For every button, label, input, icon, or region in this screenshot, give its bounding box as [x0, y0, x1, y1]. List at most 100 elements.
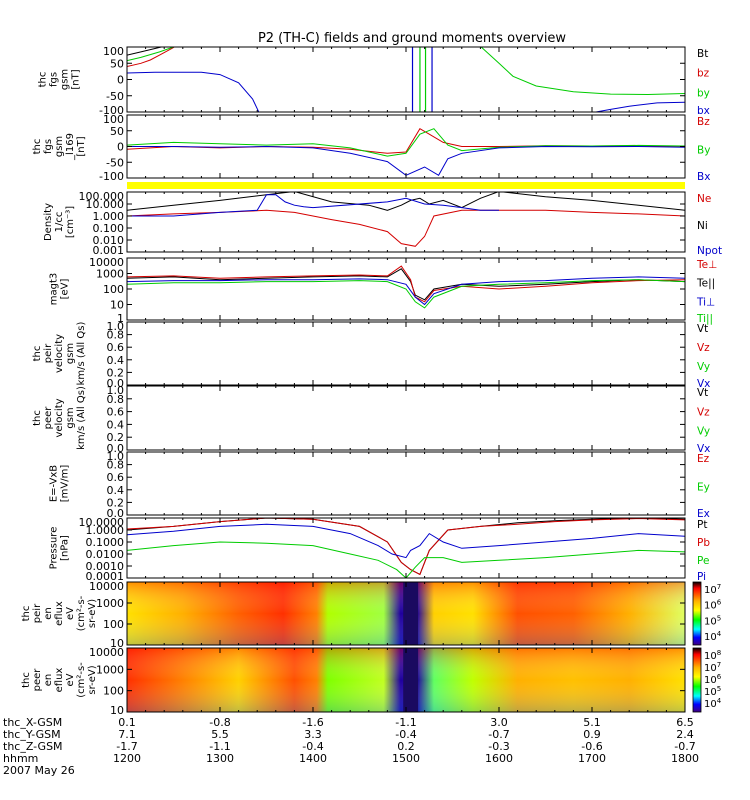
- series-By-line: [127, 128, 685, 157]
- x-row-value: -0.8: [209, 716, 230, 729]
- y-axis-title-line: (cm²-s-: [76, 662, 87, 698]
- y-tick-label: 0.0: [107, 442, 125, 455]
- y-tick-label: 1.0000: [86, 524, 125, 537]
- y-tick-label: 0: [117, 74, 124, 87]
- panel-frame: [126, 385, 686, 451]
- x-row-value: -0.7: [488, 728, 509, 741]
- y-axis-title: thc peir en eflux eV (cm²-s-sr-eV): [21, 595, 98, 631]
- x-row-value: -0.7: [674, 740, 695, 753]
- series-by-tail-line: [480, 47, 685, 96]
- x-row-value: -0.6: [581, 740, 602, 753]
- series-by-line: [127, 47, 175, 62]
- series-bx-line: [127, 71, 260, 112]
- y-tick-label: 50: [110, 57, 124, 70]
- y-axis-title-line: en: [43, 674, 54, 687]
- y-axis-title-line: _l169: [65, 133, 76, 161]
- panel-efield: 1.00.80.60.40.20.0 E=-VxB [mV/m] Ez Ey Ex: [49, 450, 710, 520]
- x-row-value: 7.1: [118, 728, 136, 741]
- x-row-value: -1.1: [209, 740, 230, 753]
- y-tick-label: 10000: [89, 580, 124, 593]
- series-Pi-line: [127, 523, 685, 559]
- y-tick-label: 0.010: [93, 234, 125, 247]
- y-axis-title-line: [nT]: [76, 136, 87, 156]
- x-row-label: hhmm: [3, 752, 38, 765]
- series-Te-line: [127, 265, 685, 303]
- spectrogram-gap: [403, 582, 419, 645]
- y-tick-label: 10: [110, 637, 124, 650]
- y-tick-label: 1.0: [107, 384, 125, 397]
- y-axis-title-line: eflux: [54, 668, 65, 693]
- x-row-value: 2.4: [676, 728, 694, 741]
- x-row-label: thc_Z-GSM: [3, 740, 63, 753]
- x-row-value: 1700: [578, 752, 606, 765]
- y-axis-title-line: magt3: [49, 273, 60, 306]
- y-tick-label: 0.6: [107, 341, 125, 354]
- y-tick-label: 0.4: [107, 484, 125, 497]
- y-axis-title-line: [nT]: [71, 69, 82, 89]
- y-tick-label: 1000: [96, 268, 124, 281]
- y-tick-label: 0.0010: [86, 560, 125, 573]
- x-row-value: 1500: [392, 752, 420, 765]
- series-bx-tail-line: [593, 101, 685, 112]
- colorbar: [692, 581, 702, 646]
- legend-item: Npot: [697, 245, 722, 257]
- y-axis-title-line: gsm: [65, 407, 76, 428]
- series-Ne-line: [127, 209, 685, 247]
- y-tick-label: 1000: [96, 663, 124, 676]
- legend-item: Ne: [697, 193, 711, 205]
- y-axis-title: magt3 [eV]: [49, 273, 71, 306]
- x-row-value: -1.7: [116, 740, 137, 753]
- y-axis-title-line: peir: [32, 603, 43, 623]
- colorbar-tick-label: 106: [704, 599, 722, 612]
- y-axis-title-line: gsm: [54, 136, 65, 157]
- panel-peir_spectrogram: 107 106 105 104 10000 1000 100 10 thc peir en eflux…: [21, 580, 722, 650]
- y-axis-title-line: peer: [43, 406, 54, 430]
- x-row-value: 0.1: [118, 716, 136, 729]
- y-tick-label: -100: [99, 170, 124, 183]
- y-tick-label: 10000: [89, 646, 124, 659]
- x-row-value: -1.6: [302, 716, 323, 729]
- y-tick-label: 0.8: [107, 393, 125, 406]
- y-axis-title: thc peir velocity gsm km/s (All Qs): [32, 322, 87, 386]
- y-axis-title-line: eV: [65, 607, 76, 620]
- y-tick-label: 100: [103, 283, 124, 296]
- y-axis-title-line: (cm²-s-: [76, 595, 87, 631]
- y-tick-label: 0.6: [107, 406, 125, 419]
- colorbar-tick-label: 105: [704, 614, 721, 627]
- y-axis-title-line: thc: [38, 72, 49, 88]
- legend-item: Bt: [697, 48, 708, 60]
- colorbar-tick-label: 104: [704, 697, 722, 710]
- x-row-value: 6.5: [676, 716, 694, 729]
- y-tick-label: 1.000: [93, 210, 125, 223]
- y-tick-label: 0.100: [93, 222, 125, 235]
- x-row-value: -0.4: [395, 728, 416, 741]
- series-Npot-line: [127, 194, 499, 217]
- x-row-label: thc_Y-GSM: [3, 728, 61, 741]
- y-axis-title-line: peir: [43, 343, 54, 363]
- legend-item: by: [697, 87, 710, 99]
- y-tick-label: 1.0: [107, 450, 125, 463]
- y-tick-label: 10: [110, 299, 124, 312]
- y-tick-label: 0.0100: [86, 548, 125, 561]
- y-tick-label: 0.6: [107, 471, 125, 484]
- y-axis-title-line: thc: [32, 139, 43, 155]
- y-axis-title-line: 1/cc: [54, 212, 65, 233]
- y-tick-label: 1000: [96, 597, 124, 610]
- y-tick-label: 0.0001: [86, 570, 125, 583]
- colorbar-tick-label: 107: [704, 583, 721, 596]
- y-tick-label: 50: [110, 125, 124, 138]
- legend-item: Pt: [697, 519, 707, 531]
- y-tick-label: 0.8: [107, 329, 125, 342]
- y-tick-label: -50: [106, 156, 124, 169]
- status-bar: [127, 182, 685, 189]
- figure-title: P2 (TH-C) fields and ground moments over…: [258, 31, 566, 46]
- series-Bz-line: [127, 128, 685, 154]
- y-axis-title-line: velocity: [54, 398, 65, 437]
- legend-item: Pe: [697, 555, 709, 567]
